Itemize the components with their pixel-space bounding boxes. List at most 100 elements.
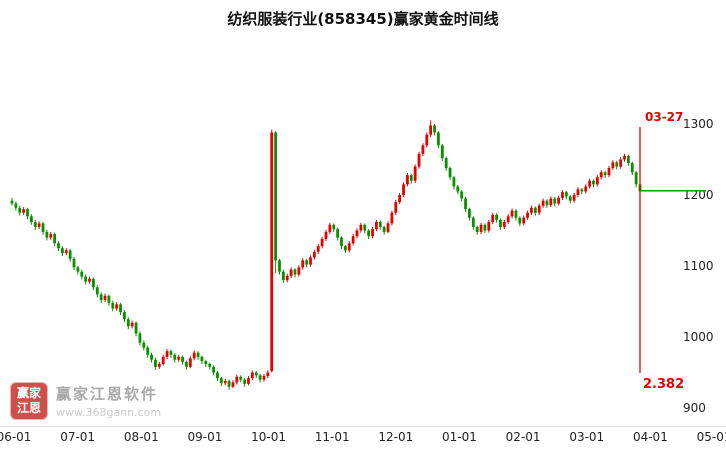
candle-body: [45, 231, 49, 238]
candle-body: [448, 168, 452, 178]
candle-body: [437, 132, 440, 146]
x-tick-label: 10-01: [251, 430, 286, 444]
candle-body: [130, 322, 134, 327]
candle-body: [568, 196, 572, 201]
candle-body: [235, 376, 239, 383]
x-tick-label: 06-01: [0, 430, 31, 444]
candle-body: [262, 376, 266, 380]
candle-body: [623, 155, 626, 160]
watermark-logo-icon: 赢家 江恩: [10, 382, 48, 420]
candle-body: [115, 304, 119, 309]
candle-body: [479, 224, 483, 232]
watermark-url: www.368gann.com: [56, 406, 162, 419]
candle-body: [258, 375, 262, 380]
event-value-label: 2.382: [643, 377, 684, 392]
candle-body: [491, 214, 495, 222]
candles-layer: [10, 120, 642, 390]
candle-body: [347, 243, 351, 251]
candle-body: [305, 260, 309, 265]
candle-body: [452, 177, 456, 187]
candle-body: [471, 217, 475, 227]
candle-body: [177, 356, 181, 360]
candle-body: [41, 223, 45, 232]
candle-body: [26, 209, 29, 217]
candle-body: [580, 189, 584, 192]
x-tick-label: 05-01: [697, 430, 726, 444]
candle-body: [123, 312, 126, 320]
candle-body: [57, 243, 60, 249]
candle-body: [208, 363, 212, 367]
candle-body: [29, 216, 33, 222]
x-tick-label: 09-01: [187, 430, 222, 444]
candle-body: [212, 366, 215, 373]
candle-body: [247, 378, 250, 384]
candle-body: [49, 234, 53, 238]
y-tick-label: 1000: [683, 330, 714, 344]
candle-body: [595, 177, 599, 185]
candle-body: [309, 257, 312, 265]
candle-body: [615, 162, 619, 167]
candle-body: [572, 195, 576, 201]
candle-body: [398, 195, 402, 203]
candle-body: [103, 295, 107, 301]
candle-body: [382, 226, 386, 232]
candle-body: [611, 162, 615, 169]
candle-body: [386, 223, 390, 232]
candle-body: [634, 172, 638, 185]
candle-body: [80, 271, 84, 277]
candle-body: [185, 361, 188, 367]
candle-body: [37, 223, 41, 227]
candle-body: [219, 378, 223, 384]
candle-body: [429, 125, 433, 135]
candle-body: [95, 287, 99, 295]
candle-body: [328, 224, 332, 232]
event-date-label: 03-27: [645, 110, 683, 124]
watermark-logo-text-bottom: 江恩: [16, 401, 41, 415]
candle-body: [402, 184, 405, 195]
candle-body: [530, 207, 533, 213]
candle-body: [553, 198, 557, 204]
candle-body: [588, 180, 592, 187]
candle-body: [367, 230, 371, 237]
x-tick-label: 03-01: [569, 430, 604, 444]
candle-body: [227, 381, 231, 387]
candle-body: [545, 200, 549, 205]
y-axis-ticks: 900 1000 1100 1200 1300: [683, 117, 714, 415]
chart-title: 纺织服装行业(858345)赢家黄金时间线: [227, 10, 499, 28]
candle-body: [33, 221, 37, 227]
candle-body: [289, 269, 293, 276]
candle-body: [603, 172, 607, 176]
candle-body: [487, 221, 491, 231]
candle-body: [626, 155, 630, 164]
candle-body: [165, 351, 169, 357]
candle-body: [119, 304, 122, 313]
candle-body: [561, 192, 564, 198]
overlays-layer: 03-27 2.382: [639, 110, 706, 392]
candle-body: [541, 200, 545, 206]
candle-body: [285, 275, 289, 281]
candle-body: [433, 125, 436, 133]
candle-body: [514, 210, 518, 218]
candle-body: [336, 229, 340, 238]
candle-body: [564, 192, 568, 197]
candle-body: [138, 333, 142, 343]
candle-body: [76, 267, 80, 272]
candle-body: [254, 372, 258, 376]
candle-body: [406, 175, 409, 185]
candle-body: [301, 260, 305, 268]
candle-body: [18, 207, 22, 213]
candle-body: [374, 221, 378, 230]
candle-body: [88, 278, 91, 282]
candle-body: [281, 271, 285, 281]
y-tick-label: 1100: [683, 259, 714, 273]
candle-body: [378, 221, 382, 227]
y-tick-label: 1300: [683, 117, 714, 131]
candle-body: [537, 205, 541, 213]
candle-body: [161, 356, 165, 364]
watermark-text: 赢家江恩软件 www.368gann.com: [56, 383, 161, 419]
candle-body: [266, 372, 270, 377]
candle-body: [60, 248, 64, 254]
candle-body: [630, 163, 634, 173]
